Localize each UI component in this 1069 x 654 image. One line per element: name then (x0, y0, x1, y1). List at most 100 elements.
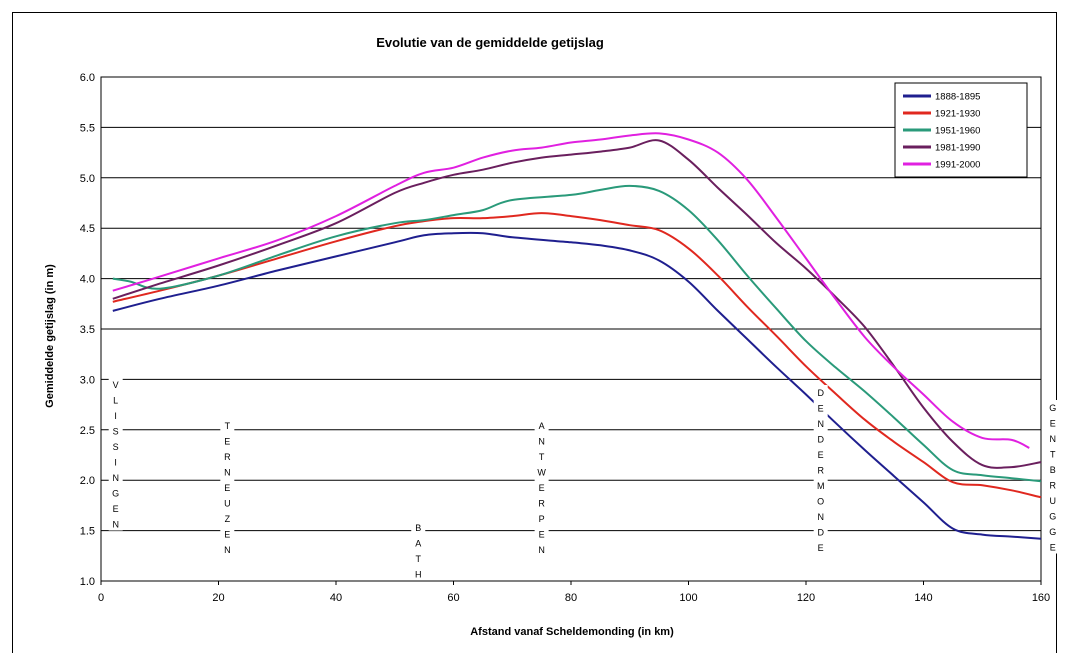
location-letter: N (224, 468, 231, 478)
chart-frame: Evolutie van de gemiddelde getijslag 1.0… (12, 12, 1058, 653)
location-letter: L (113, 396, 118, 406)
series-line-1888-1895 (112, 231, 1042, 540)
series-line-1921-1930 (112, 212, 1042, 499)
x-tick-label: 100 (679, 592, 697, 604)
y-tick-label: 3.5 (80, 324, 95, 336)
location-letter: U (224, 499, 231, 509)
location-letter: Z (225, 514, 231, 524)
location-letter: I (114, 411, 117, 421)
x-tick-label: 160 (1032, 592, 1050, 604)
location-letter: S (113, 442, 119, 452)
legend-label: 1888-1895 (935, 92, 980, 103)
location-label-bg (813, 385, 828, 554)
y-tick-label: 4.0 (80, 274, 95, 286)
location-letter: E (224, 530, 230, 540)
location-letter: G (1049, 403, 1056, 413)
legend-label: 1981-1990 (935, 143, 980, 154)
location-letter: N (224, 545, 231, 555)
location-letter: P (539, 514, 545, 524)
location-letter: N (538, 545, 545, 555)
y-tick-labels: 1.0 1.5 2.0 2.5 3.0 3.5 4.0 4.5 5.0 5.5 6.0 (80, 72, 95, 588)
legend-label: 1951-1960 (935, 126, 980, 137)
location-letter: N (112, 473, 119, 483)
location-letter: E (224, 437, 230, 447)
line-chart: Evolutie van de gemiddelde getijslag 1.0… (44, 35, 1058, 638)
location-label-bg (411, 520, 426, 581)
location-letter: G (112, 489, 119, 499)
location-letter: E (1050, 543, 1056, 553)
x-axis-label: Afstand vanaf Scheldemonding (in km) (470, 626, 674, 638)
location-letter: G (1049, 527, 1056, 537)
location-letter: E (539, 530, 545, 540)
y-axis-label: Gemiddelde getijslag (in m) (44, 264, 56, 408)
x-tick-label: 40 (330, 592, 342, 604)
location-label-bg (220, 418, 235, 556)
location-label-bg (108, 377, 123, 531)
x-tick-label: 20 (212, 592, 224, 604)
location-letter: R (1050, 481, 1057, 491)
location-letter: W (537, 468, 546, 478)
plot-border (100, 76, 1042, 582)
series-lines (112, 132, 1042, 540)
location-letter: N (112, 520, 119, 530)
location-letter: B (1050, 465, 1056, 475)
location-letter: A (539, 421, 545, 431)
location-letter: D (817, 435, 824, 445)
location-label-bg (534, 418, 549, 556)
y-tick-label: 1.5 (80, 526, 95, 538)
x-tick-label: 80 (565, 592, 577, 604)
legend-label: 1921-1930 (935, 109, 980, 120)
y-tick-label: 4.5 (80, 223, 95, 235)
location-letter: E (224, 483, 230, 493)
y-tick-label: 2.0 (80, 475, 95, 487)
legend-label: 1991-2000 (935, 160, 980, 171)
location-letter: T (1050, 450, 1056, 460)
location-label-bg (1045, 400, 1058, 554)
location-letter: S (113, 427, 119, 437)
location-letter: B (415, 523, 421, 533)
plot-area (100, 76, 1042, 585)
location-letter: D (817, 528, 824, 538)
x-tick-labels: 0 20 40 60 80 100 120 140 160 (98, 592, 1050, 604)
location-letter: N (817, 419, 824, 429)
chart-title: Evolutie van de gemiddelde getijslag (376, 35, 604, 50)
location-letter: I (114, 458, 117, 468)
location-letter: R (224, 452, 231, 462)
location-letter: E (1050, 419, 1056, 429)
location-letter: O (817, 497, 824, 507)
location-letter: M (817, 481, 825, 491)
series-line-1991-2000 (112, 132, 1030, 449)
location-letter: E (818, 450, 824, 460)
location-letter: V (113, 380, 119, 390)
location-letter: N (1050, 434, 1057, 444)
location-letter: E (818, 404, 824, 414)
location-letter: E (539, 483, 545, 493)
location-letter: T (225, 421, 231, 431)
location-letter: N (538, 437, 545, 447)
location-labels: VLISSINGENTERNEUZENBATHANTWERPENDENDERMO… (108, 377, 1058, 581)
x-tick-label: 0 (98, 592, 104, 604)
x-tick-label: 140 (914, 592, 932, 604)
x-tick-label: 120 (797, 592, 815, 604)
y-tick-label: 1.0 (80, 576, 95, 588)
location-letter: U (1050, 496, 1057, 506)
location-letter: R (817, 466, 824, 476)
y-tick-label: 5.5 (80, 122, 95, 134)
location-letter: A (415, 539, 421, 549)
location-letter: T (539, 452, 545, 462)
location-letter: H (415, 570, 422, 580)
y-tick-label: 3.0 (80, 374, 95, 386)
y-tick-label: 6.0 (80, 72, 95, 84)
series-line-1981-1990 (112, 139, 1042, 469)
location-letter: E (818, 543, 824, 553)
series-line-1951-1960 (112, 184, 1042, 483)
x-tick-label: 60 (447, 592, 459, 604)
location-letter: R (538, 499, 545, 509)
location-letter: D (817, 388, 824, 398)
